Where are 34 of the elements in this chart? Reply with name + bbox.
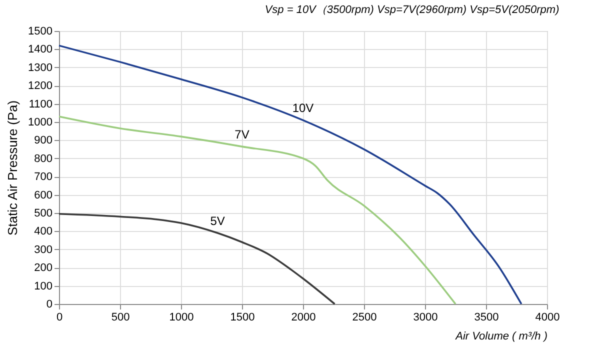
y-tick-label: 900 xyxy=(34,134,52,147)
y-tick-label: 800 xyxy=(34,152,52,165)
y-tick-label: 700 xyxy=(34,171,52,184)
y-tick-label: 200 xyxy=(34,262,52,274)
y-tick-label: 1400 xyxy=(28,44,52,56)
x-tick-label: 1500 xyxy=(230,312,255,324)
y-tick-label: 0 xyxy=(46,298,52,310)
x-tick-label: 1000 xyxy=(169,312,194,324)
x-tick-label: 4000 xyxy=(535,312,560,324)
x-tick-label: 3000 xyxy=(413,312,438,324)
y-tick-label: 1100 xyxy=(28,98,52,110)
y-tick-label: 100 xyxy=(34,280,52,292)
chart-title: Vsp = 10V（3500rpm) Vsp=7V(2960rpm) Vsp=5V(2050rpm) xyxy=(264,4,560,16)
x-tick-label: 3500 xyxy=(474,312,499,324)
y-tick-label: 500 xyxy=(34,208,52,220)
y-tick-label: 300 xyxy=(34,244,52,256)
series-label: 7V xyxy=(234,128,250,142)
y-tick-label: 1500 xyxy=(28,26,52,38)
x-axis-title: Air Volume ( m³/h ) xyxy=(454,330,548,342)
y-tick-label: 1200 xyxy=(28,80,52,92)
line-series xyxy=(58,116,456,305)
series-label: 5V xyxy=(210,214,225,228)
y-axis-title: Static Air Pressure (Pa) xyxy=(5,100,20,236)
y-tick-label: 600 xyxy=(34,189,52,202)
line-series xyxy=(58,44,522,305)
series-label: 10V xyxy=(292,101,314,116)
y-tick-label: 400 xyxy=(34,226,52,238)
x-tick-label: 0 xyxy=(56,312,63,324)
x-tick-label: 2000 xyxy=(291,312,316,324)
x-tick-label: 2500 xyxy=(352,312,377,324)
y-tick-label: 1300 xyxy=(28,62,52,74)
x-tick-label: 500 xyxy=(111,312,130,324)
line-series xyxy=(58,213,336,305)
y-tick-label: 1000 xyxy=(28,116,52,128)
